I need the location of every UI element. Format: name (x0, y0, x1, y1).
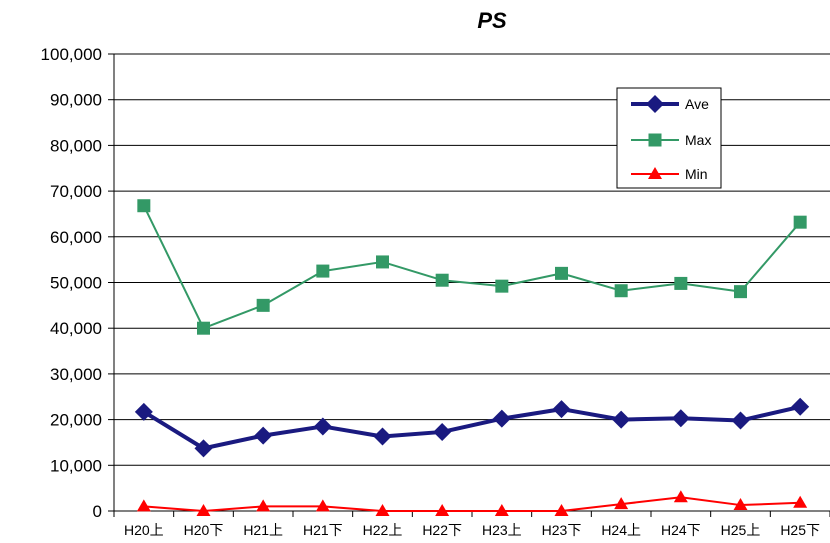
x-tick-label: H20下 (184, 522, 224, 538)
data-point-min (256, 499, 271, 512)
data-point-max (435, 273, 449, 287)
data-point-min (315, 499, 330, 512)
series-line-min (143, 496, 801, 512)
x-tick-label: H23下 (542, 522, 582, 538)
legend-label: Min (685, 166, 708, 182)
x-tick-label: H24下 (661, 522, 701, 538)
data-point-min (435, 504, 450, 516)
data-point-min (375, 504, 390, 516)
data-point-ave (791, 397, 810, 416)
data-point-min (793, 495, 808, 508)
x-tick-label: H23上 (482, 522, 522, 538)
y-tick-label: 30,000 (50, 365, 102, 384)
legend-item-min: Min (631, 166, 708, 182)
y-tick-label: 10,000 (50, 456, 102, 475)
y-tick-label: 100,000 (41, 45, 102, 64)
data-point-min (494, 504, 509, 516)
data-point-ave (134, 402, 153, 421)
x-tick-label: H22上 (363, 522, 403, 538)
grid-lines (114, 53, 830, 466)
y-tick-label: 70,000 (50, 182, 102, 201)
data-point-max (734, 285, 747, 299)
data-point-ave (313, 417, 332, 436)
legend-label: Max (685, 132, 711, 148)
data-point-ave (433, 422, 452, 441)
series-ave (134, 397, 810, 458)
x-tick-label: H21上 (243, 522, 283, 538)
data-point-max (555, 266, 568, 280)
legend-item-ave: Ave (631, 95, 709, 113)
data-point-ave (731, 411, 750, 430)
legend-marker (648, 133, 662, 147)
series-line-max (142, 205, 801, 330)
data-point-max (316, 264, 330, 278)
x-tick-label: H25上 (721, 522, 761, 538)
data-point-max (376, 255, 389, 269)
data-point-min (673, 490, 688, 503)
data-point-max (793, 215, 807, 229)
data-point-ave (492, 409, 511, 428)
chart-title: PS (477, 8, 507, 33)
series-layer (134, 199, 810, 516)
series-max (137, 199, 807, 335)
data-point-max (495, 279, 509, 293)
series-line-ave (142, 404, 801, 451)
data-point-ave (254, 426, 273, 445)
data-point-ave (373, 427, 392, 446)
axes: 0 10,000 20,000 30,000 40,000 50,000 60,000 70,… (41, 45, 830, 538)
data-point-min (196, 504, 211, 516)
data-point-min (733, 498, 748, 511)
data-point-ave (552, 400, 571, 419)
x-tick-label: H22下 (422, 522, 462, 538)
y-tick-label: 0 (93, 502, 102, 521)
y-tick-label: 90,000 (50, 91, 102, 110)
data-point-max (674, 276, 688, 290)
data-point-ave (612, 410, 631, 429)
data-point-min (614, 497, 629, 510)
x-tick-label: H21下 (303, 522, 343, 538)
data-point-ave (671, 409, 690, 428)
legend-marker (648, 167, 662, 179)
y-tick-label: 40,000 (50, 319, 102, 338)
x-tick-label: H24上 (601, 522, 641, 538)
series-min (136, 490, 808, 516)
data-point-min (554, 504, 569, 516)
data-point-min (136, 499, 151, 512)
y-tick-label: 50,000 (50, 274, 102, 293)
x-tick-label: H20上 (124, 522, 164, 538)
data-point-max (256, 298, 270, 312)
y-tick-label: 20,000 (50, 411, 102, 430)
data-point-max (614, 284, 628, 298)
data-point-max (197, 321, 210, 335)
y-tick-label: 80,000 (50, 136, 102, 155)
legend: Ave Max Min (616, 87, 722, 189)
data-point-ave (194, 439, 213, 458)
data-point-max (137, 199, 151, 213)
x-tick-label: H25下 (780, 522, 820, 538)
legend-label: Ave (685, 96, 709, 112)
legend-marker (646, 95, 664, 113)
legend-item-max: Max (631, 132, 711, 148)
y-tick-label: 60,000 (50, 228, 102, 247)
